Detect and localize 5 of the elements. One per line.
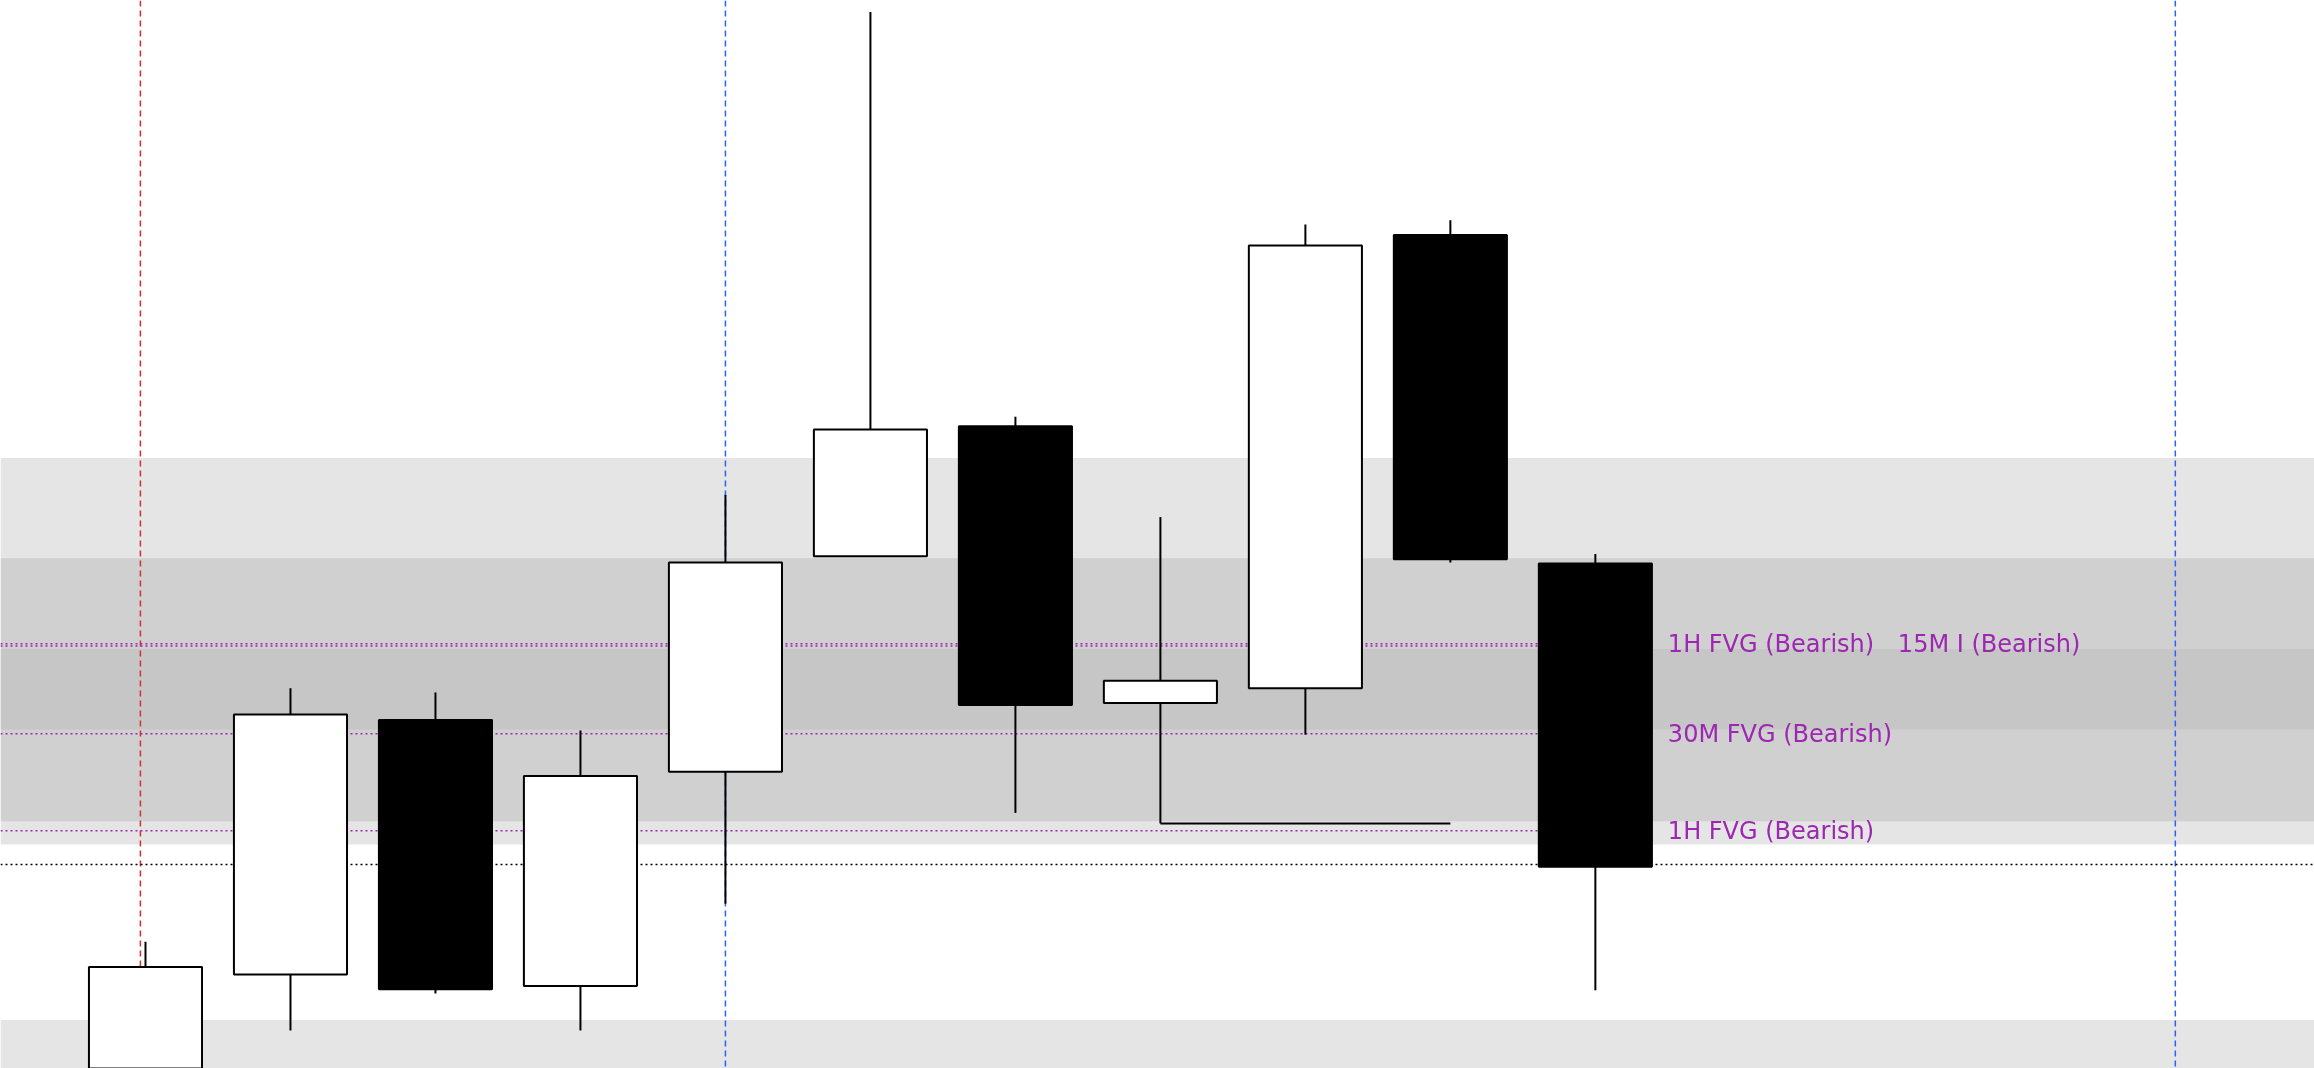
ref-line-label: 1H FVG (Bearish) [1667,816,1875,845]
ref-line-label: 30M FVG (Bearish) [1667,719,1893,748]
ref-line-label: 1H FVG (Bearish) [1667,629,1875,658]
candlestick [1247,223,1363,736]
ref-line-label: 15M I (Bearish) [1897,629,2081,658]
